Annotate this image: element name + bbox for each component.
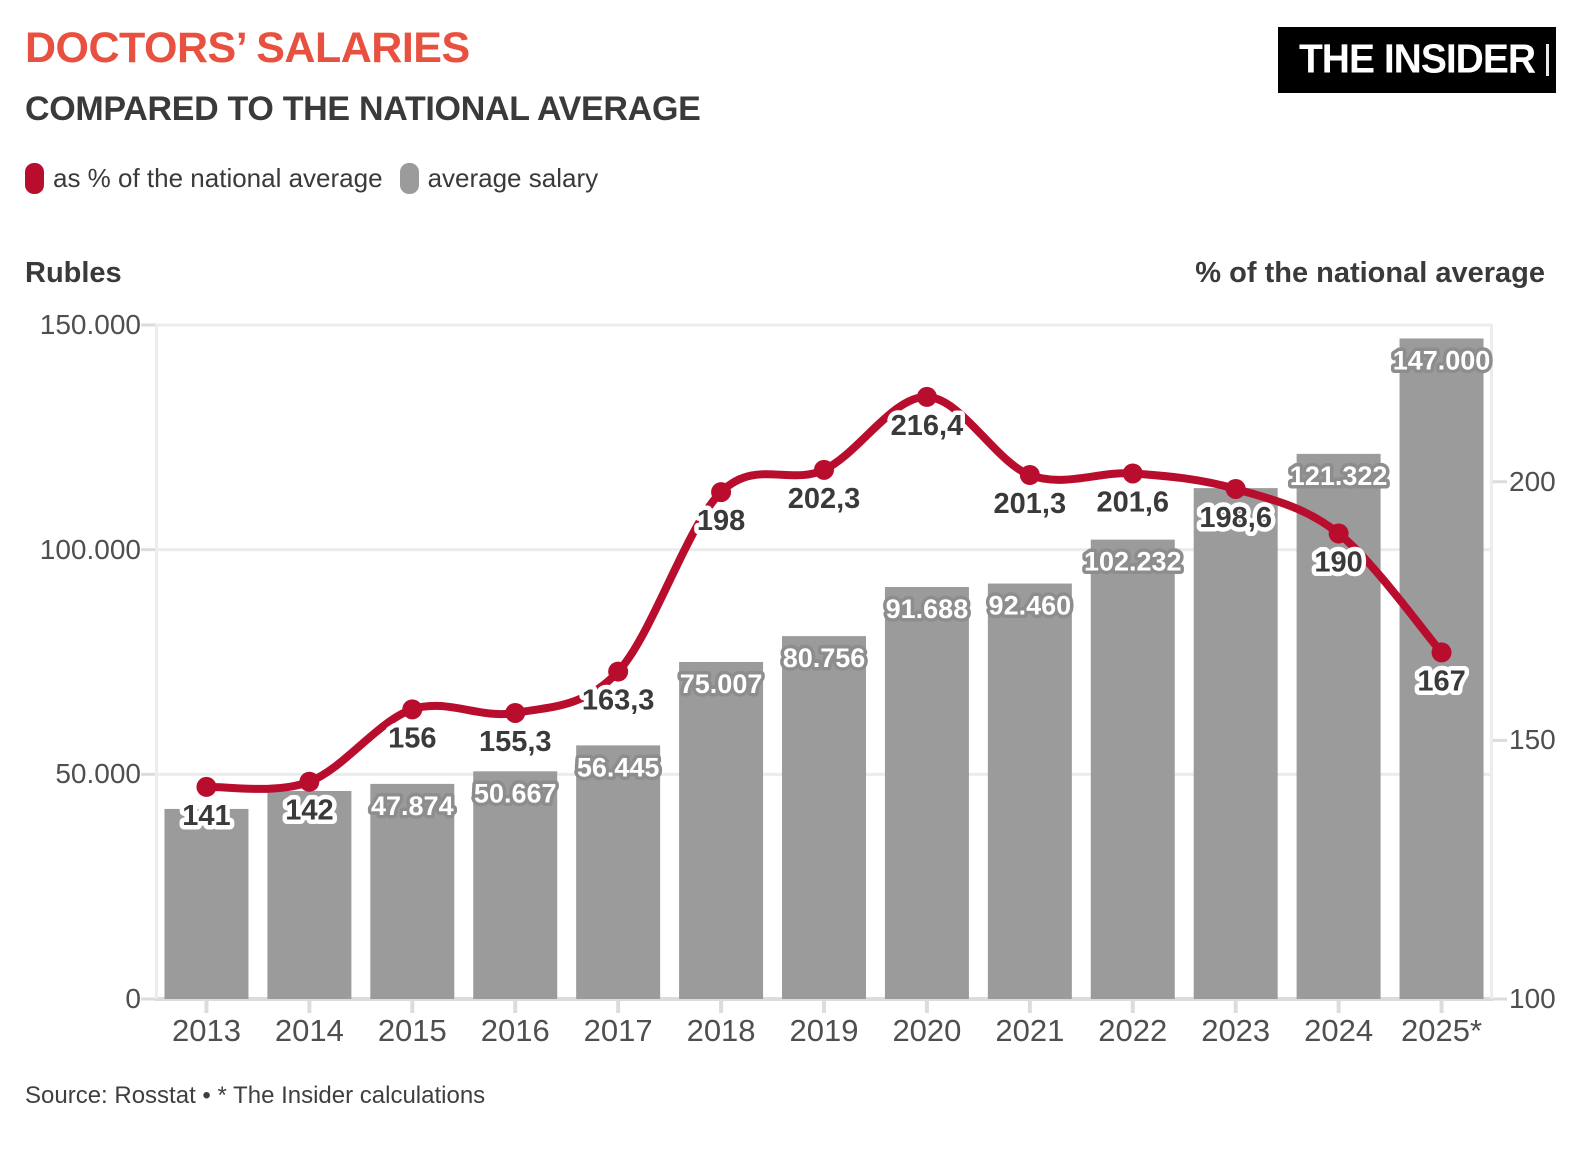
line-label-2021: 201,3	[994, 488, 1067, 520]
left-axis-title: Rubles	[25, 257, 122, 289]
chart-plot-area: 47.874 50.667 56.445 75.007 80.756 91.688 92.4…	[141, 323, 1507, 1013]
bar-label-2017: 56.445	[577, 752, 660, 782]
line-label-2015: 156	[388, 722, 436, 754]
page-subtitle: COMPARED TO THE NATIONAL AVERAGE	[25, 90, 701, 128]
legend-swatch-salary	[399, 163, 419, 194]
line-point-2014	[299, 771, 320, 792]
line-point-2019	[814, 459, 834, 480]
x-axis-label-2024: 2024	[1304, 1013, 1374, 1048]
line-label-2025*: 167	[1417, 665, 1465, 697]
line-label-2016: 155,3	[479, 726, 552, 758]
logo-cursor-mark	[1546, 44, 1549, 76]
line-label-2018: 198	[697, 505, 745, 537]
right-axis-tick-200: 200	[1509, 465, 1556, 497]
line-label-2022: 201,6	[1096, 486, 1169, 518]
right-axis-tick-100: 100	[1509, 983, 1556, 1014]
line-label-2013: 141	[182, 800, 230, 832]
x-axis-label-2018: 2018	[686, 1013, 756, 1048]
left-axis-tick-150.000: 150.000	[39, 309, 141, 340]
the-insider-logo: THE INSIDER	[1278, 27, 1556, 93]
bar-2014	[267, 790, 352, 999]
bar-2013	[164, 808, 249, 999]
bar-2022	[1090, 539, 1175, 999]
bar-label-2016: 50.667	[474, 778, 557, 808]
page-title: DOCTORS’ SALARIES	[25, 24, 470, 72]
line-label-2014: 142	[285, 795, 333, 827]
line-point-2023	[1225, 478, 1246, 499]
bar-label-2022: 102.232	[1084, 547, 1182, 577]
legend-label-salary: average salary	[427, 163, 599, 193]
left-axis-tick-50.000: 50.000	[55, 758, 141, 790]
legend-item-percent: as % of the national average	[25, 163, 383, 194]
bar-label-2019: 80.756	[783, 643, 866, 673]
x-axis-label-2015: 2015	[377, 1013, 447, 1048]
bar-2019	[782, 636, 866, 999]
line-point-2018	[711, 482, 732, 503]
bar-label-2021: 92.460	[989, 591, 1072, 621]
line-point-2021	[1019, 465, 1040, 486]
bar-label-2025*: 147.000	[1393, 345, 1491, 375]
line-label-2019: 202,3	[788, 483, 861, 515]
x-axis-label-2014: 2014	[274, 1013, 344, 1048]
bar-2021	[987, 583, 1072, 999]
right-axis-title: % of the national average	[1195, 257, 1545, 289]
line-point-2015	[402, 699, 423, 720]
line-point-2020	[916, 386, 937, 407]
bar-2020	[884, 587, 969, 999]
left-axis-tick-100.000: 100.000	[39, 533, 141, 565]
line-label-2023: 198,6	[1199, 502, 1272, 534]
line-point-2016	[505, 702, 526, 723]
legend-swatch-percent	[25, 163, 44, 194]
x-axis-label-2025*: 2025*	[1401, 1013, 1483, 1048]
bar-2015	[370, 783, 455, 999]
line-point-2022	[1122, 463, 1143, 484]
legend: as % of the national average average sal…	[25, 163, 598, 194]
bar-label-2015: 47.874	[371, 791, 454, 821]
line-label-2017: 163,3	[582, 685, 655, 717]
left-axis-tick-0: 0	[125, 983, 141, 1014]
bar-label-2018: 75.007	[680, 669, 763, 699]
logo-text: THE INSIDER	[1298, 36, 1536, 83]
bar-label-2024: 121.322	[1290, 461, 1388, 491]
x-axis-label-2016: 2016	[480, 1013, 550, 1048]
legend-item-salary: average salary	[399, 163, 599, 194]
bar-2016	[473, 771, 558, 999]
bar-label-2020: 91.688	[886, 594, 969, 624]
x-axis-label-2019: 2019	[789, 1013, 859, 1048]
right-axis-tick-150: 150	[1509, 724, 1556, 756]
x-axis-label-2021: 2021	[995, 1013, 1065, 1048]
bar-2025*	[1399, 338, 1484, 1000]
bar-2018	[679, 661, 764, 999]
x-axis-label-2013: 2013	[171, 1013, 241, 1048]
bar-2024	[1296, 453, 1381, 999]
bar-2017	[576, 745, 661, 999]
legend-label-percent: as % of the national average	[53, 163, 383, 193]
line-point-2013	[196, 776, 217, 797]
x-axis-label-2020: 2020	[892, 1013, 962, 1048]
line-point-2017	[608, 661, 629, 682]
x-axis-label-2023: 2023	[1201, 1013, 1271, 1048]
line-point-2025*	[1431, 642, 1452, 663]
line-label-2020: 216,4	[891, 410, 964, 442]
source-note: Source: Rosstat • * The Insider calculat…	[25, 1082, 486, 1109]
bar-2023	[1193, 488, 1278, 999]
line-label-2024: 190	[1314, 546, 1362, 578]
line-point-2024	[1328, 523, 1349, 544]
x-axis-label-2017: 2017	[583, 1013, 653, 1048]
x-axis-label-2022: 2022	[1098, 1013, 1168, 1048]
